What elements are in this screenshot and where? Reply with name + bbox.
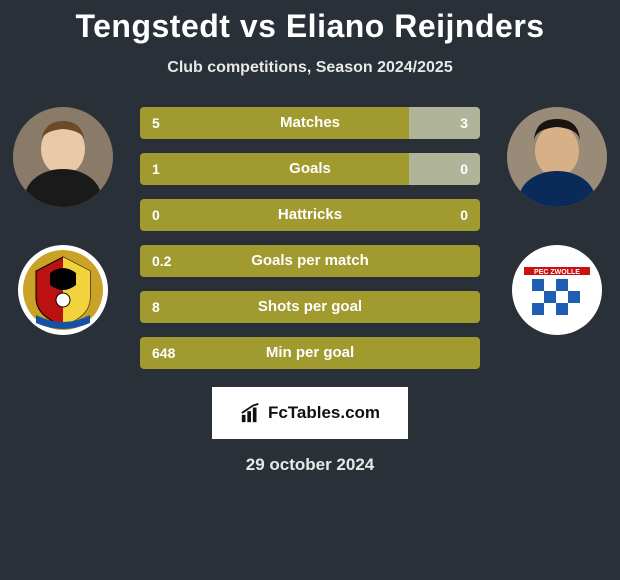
stat-row: 00Hattricks [140,199,480,231]
comparison-content: PEC ZWOLLE 53Matches10Goals00Hat [0,107,620,369]
left-column [8,107,118,335]
club-right-crest: PEC ZWOLLE [512,245,602,335]
stat-row: 8Shots per goal [140,291,480,323]
club-left-crest [18,245,108,335]
watermark-text: FcTables.com [268,403,380,423]
stat-label: Shots per goal [140,291,480,323]
stat-label: Hattricks [140,199,480,231]
stat-label: Goals [140,153,480,185]
stat-row: 53Matches [140,107,480,139]
chart-icon [240,402,262,424]
watermark: FcTables.com [212,387,408,439]
stat-label: Matches [140,107,480,139]
player-left-avatar [13,107,113,207]
svg-text:PEC ZWOLLE: PEC ZWOLLE [534,269,580,276]
date-text: 29 october 2024 [0,455,620,475]
stat-label: Min per goal [140,337,480,369]
right-column: PEC ZWOLLE [502,107,612,335]
page-subtitle: Club competitions, Season 2024/2025 [0,59,620,77]
stat-label: Goals per match [140,245,480,277]
stat-bars: 53Matches 10Goals 00Hattricks 0.2Goals per … [140,107,480,369]
stat-row: 648Min per goal [140,337,480,369]
player-right-avatar [507,107,607,207]
stat-row: 0.2Goals per match [140,245,480,277]
page-title: Tengstedt vs Eliano Reijnders [0,0,620,45]
stat-row: 10Goals [140,153,480,185]
